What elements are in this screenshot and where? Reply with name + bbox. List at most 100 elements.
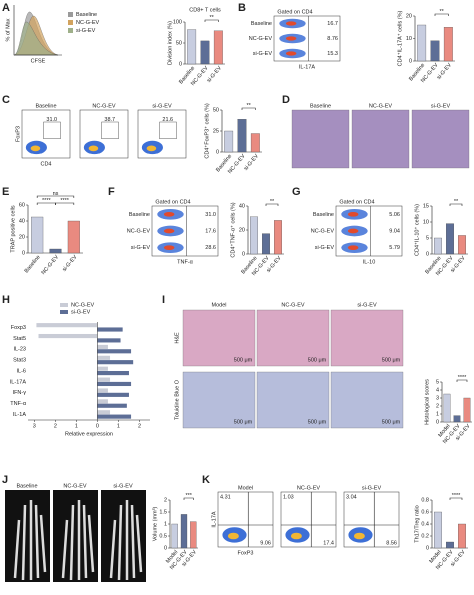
gate-value: 9.06 <box>260 540 271 546</box>
bar <box>97 399 108 404</box>
row-label: si-G-EV <box>131 245 151 251</box>
row-label: si-G-EV <box>253 51 273 57</box>
plot-title: si-G-EV <box>362 485 382 491</box>
y-tick-label: 60 <box>19 202 25 208</box>
gate-label: Gated on CD4 <box>155 199 190 205</box>
x-axis-label: Relative expression <box>65 431 113 437</box>
bar <box>434 237 442 255</box>
y-axis-label: FoxP3 <box>15 126 21 142</box>
bar <box>97 327 123 332</box>
bar <box>97 349 132 354</box>
bar <box>171 523 178 549</box>
significance-bracket <box>183 497 194 500</box>
flow-density-core <box>285 51 297 56</box>
legend-label: NC-G-EV <box>71 302 95 308</box>
y-tick-label: 20 <box>239 227 245 233</box>
y-tick-label: 20 <box>19 234 25 240</box>
significance-label: **** <box>42 198 51 204</box>
image <box>291 109 350 169</box>
plot-title: Model <box>238 485 253 491</box>
gate-value: 17.6 <box>205 228 216 234</box>
scale-bar-label: 500 μm <box>382 419 401 425</box>
significance-label: ** <box>440 9 445 15</box>
significance-bracket <box>456 379 468 382</box>
significance-bracket <box>204 19 219 22</box>
panel-letter: E <box>2 186 9 198</box>
y-tick-label: 0 <box>426 545 429 551</box>
bar <box>67 220 80 254</box>
scale-bar-label: 500 μm <box>234 357 253 363</box>
gate-value: 9.04 <box>389 228 400 234</box>
x-axis-label: IL-10 <box>363 259 376 265</box>
y-tick-label: 5 <box>436 379 439 385</box>
bar <box>443 27 453 62</box>
x-tick-label: 1 <box>117 423 120 429</box>
gate-value: 1.03 <box>283 494 294 500</box>
x-axis-label: CD4 <box>40 161 51 167</box>
significance-label: **** <box>458 375 467 381</box>
y-tick-label: Stat3 <box>13 358 26 364</box>
bar <box>417 24 427 62</box>
gate-value: 8.56 <box>386 540 397 546</box>
significance-bracket <box>449 203 463 206</box>
y-tick-label: 0 <box>216 149 219 155</box>
flow-density-core <box>290 532 302 540</box>
row-label: NC-G-EV <box>311 228 335 234</box>
y-tick-label: 0.8 <box>421 497 429 503</box>
y-tick-label: 0 <box>436 419 439 425</box>
scale-bar-label: 500 μm <box>308 419 327 425</box>
chart-title: CD8+ T cells <box>189 7 221 13</box>
y-tick-label: 15 <box>423 203 429 209</box>
x-tick-label: si-G-EV <box>436 62 453 81</box>
image-title: si-G-EV <box>431 103 451 109</box>
flow-density-core <box>227 532 239 540</box>
gate-label: Gated on CD4 <box>339 199 374 205</box>
x-tick-label: 2 <box>54 423 57 429</box>
x-tick-label: NC-G-EV <box>41 254 61 276</box>
y-tick-label: 50 <box>176 40 182 46</box>
flow-density-core <box>88 145 99 152</box>
y-tick-label: IL-1A <box>13 412 26 418</box>
y-tick-label: IL-23 <box>13 347 26 353</box>
x-tick-label: si-G-EV <box>206 65 223 84</box>
significance-bracket <box>36 195 75 198</box>
legend-swatch <box>68 20 73 25</box>
y-axis-label: CD4⁺IL-10⁺ cells (%) <box>413 204 420 256</box>
image-title: Model <box>212 302 227 308</box>
y-tick-label: 2 <box>436 403 439 409</box>
panel-letter: B <box>238 2 246 14</box>
panel-letter: C <box>2 94 10 106</box>
panel-letter: A <box>2 2 10 14</box>
bar <box>434 511 442 549</box>
y-tick-label: 0 <box>242 251 245 257</box>
bar <box>430 40 440 62</box>
image-title: NC-G-EV <box>63 483 87 489</box>
x-tick-label: si-G-EV <box>62 254 79 273</box>
bar <box>97 338 121 343</box>
image <box>256 309 330 367</box>
y-tick-label: 2 <box>164 497 167 503</box>
bar <box>97 344 108 350</box>
y-axis-label: Volume (mm³) <box>152 507 158 542</box>
y-tick-label: 10 <box>423 219 429 225</box>
bar <box>274 220 282 255</box>
y-tick-label: 20 <box>406 13 412 19</box>
bar <box>97 355 111 360</box>
gate-value: 5.06 <box>389 212 400 218</box>
y-tick-label: IFN-γ <box>13 390 27 396</box>
significance-label: ** <box>247 103 252 109</box>
image <box>330 371 404 429</box>
plot-title: NC-G-EV <box>92 103 116 109</box>
y-tick-label: 100 <box>173 19 182 25</box>
plot-title: Baseline <box>35 103 56 109</box>
flow-density-core <box>30 145 41 152</box>
gate-value: 31.0 <box>46 117 57 123</box>
bar <box>97 388 108 393</box>
legend-label: si-G-EV <box>71 309 91 315</box>
bar <box>224 130 234 153</box>
legend-swatch <box>60 310 68 314</box>
x-axis-label: TNF-α <box>177 259 194 265</box>
bar <box>262 233 270 255</box>
y-tick-label: 1 <box>164 521 167 527</box>
